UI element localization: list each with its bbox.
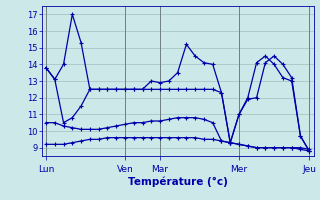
X-axis label: Température (°c): Température (°c) [128,177,228,187]
